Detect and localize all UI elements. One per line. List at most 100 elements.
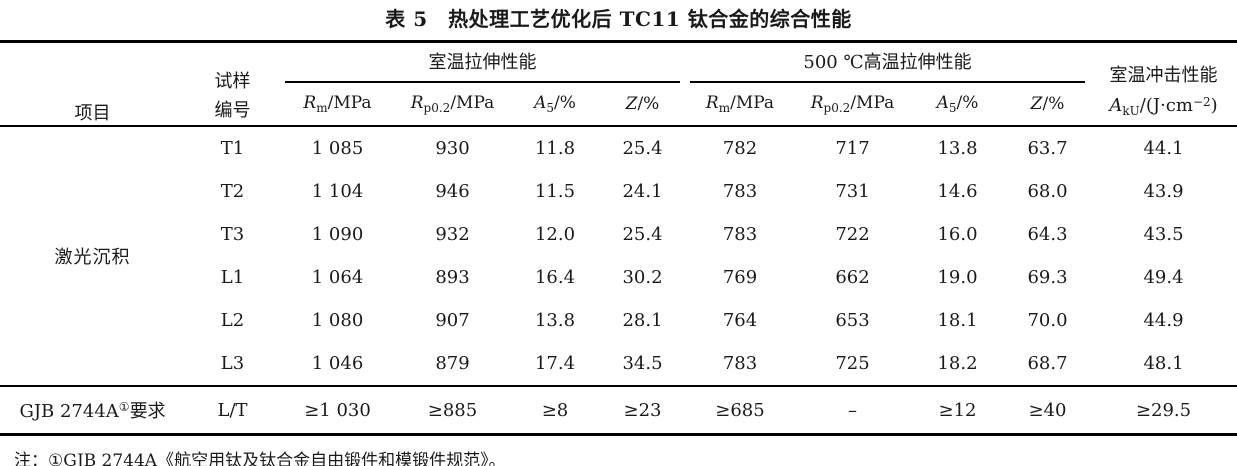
sample-id-cell: L3 [220,353,245,374]
value-cell: ≥29.5 [1090,385,1237,436]
value-cell: 930 [435,138,470,159]
value-cell: 783 [722,353,758,374]
value-cell: 44.1 [1143,138,1184,159]
value-cell: 932 [435,224,470,245]
value-cell: ≥885 [395,385,510,436]
sample-id-cell: L/T [185,385,280,436]
value-cell: 1 080 [311,310,364,331]
value-cell: ≥12 [910,385,1005,436]
value-cell: ≥23 [600,385,685,436]
header-item: 项目 [0,41,185,127]
value-cell: 893 [435,267,470,288]
sample-id-cell: T2 [220,181,245,202]
value-cell: 43.9 [1143,181,1184,202]
table-header: 项目 试样编号 室温拉伸性能 500 ℃高温拉伸性能 室温冲击性能 AkU/(J… [0,41,1237,127]
value-cell: 68.0 [1027,181,1068,202]
header-sample-line2: 编号 [214,100,251,121]
value-cell: 30.2 [622,267,663,288]
value-cell: 1 064 [311,267,364,288]
header-impact-label: 室温冲击性能 [1109,65,1218,86]
value-cell: 43.5 [1143,224,1184,245]
header-sample-id: 试样 编号 [185,41,280,127]
value-cell: 879 [435,353,470,374]
value-cell: 653 [835,310,870,331]
value-cell: 1 085 [311,138,364,159]
requirement-row: GJB 2744A①要求 L/T ≥1 030 ≥885 ≥8 ≥23 ≥685… [0,385,1237,436]
value-cell: 24.1 [622,181,663,202]
value-cell: 69.3 [1027,267,1068,288]
sample-id-cell: T3 [220,224,245,245]
sample-id-cell: L1 [220,267,245,288]
value-cell: ≥40 [1005,385,1091,436]
subheader-rm-ht: Rm/MPa [685,83,795,127]
value-cell: 13.8 [937,138,978,159]
value-cell: 16.4 [534,267,576,288]
value-cell: 725 [835,353,870,374]
header-impact: 室温冲击性能 AkU/(J·cm−2) [1090,41,1237,127]
subheader-a5-rt: A5/% [510,83,600,127]
value-cell: 68.7 [1027,353,1068,374]
value-cell: 11.8 [534,138,576,159]
value-cell: 13.8 [534,310,576,331]
table-row-t3: T3 1 090 932 12.0 25.4 783 722 16.0 64.3… [0,213,1237,256]
table-title: 表 5 热处理工艺优化后 TC11 钛合金的综合性能 [385,7,852,31]
subheader-rp02-ht: Rp0.2/MPa [795,83,910,127]
value-cell: 662 [835,267,870,288]
value-cell: 1 090 [311,224,364,245]
table-row-t2: T2 1 104 946 11.5 24.1 783 731 14.6 68.0… [0,170,1237,213]
value-cell: 782 [722,138,758,159]
impact-symbol: AkU/(J·cm−2) [1109,95,1218,118]
header-group-room-temp-tensile: 室温拉伸性能 [280,42,685,83]
value-cell: 11.5 [534,181,576,202]
properties-table: 项目 试样编号 室温拉伸性能 500 ℃高温拉伸性能 室温冲击性能 AkU/(J… [0,40,1237,436]
value-cell: 16.0 [937,224,978,245]
header-sample-line1: 试样 [214,71,251,92]
header-group-high-temp-tensile: 500 ℃高温拉伸性能 [685,42,1090,83]
value-cell: 769 [722,267,758,288]
value-cell: ≥8 [510,385,600,436]
header-row-subcolumns: Rm/MPa Rp0.2/MPa A5/% Z/% Rm/MPa Rp0.2/M… [0,83,1237,127]
table-body: 激光沉积 T1 1 085 930 11.8 25.4 782 717 13.8… [0,126,1237,436]
value-cell: 63.7 [1027,138,1068,159]
value-cell: 48.1 [1143,353,1184,374]
value-cell: 731 [835,181,870,202]
value-cell: 70.0 [1027,310,1068,331]
subheader-z-ht: Z/% [1005,83,1091,127]
value-cell: 18.2 [937,353,978,374]
value-cell: 17.4 [534,353,576,374]
header-row-groups: 项目 试样编号 室温拉伸性能 500 ℃高温拉伸性能 室温冲击性能 AkU/(J… [0,41,1237,127]
value-cell: 25.4 [622,138,663,159]
value-cell: 18.1 [937,310,978,331]
value-cell: 49.4 [1143,267,1184,288]
value-cell: 764 [722,310,758,331]
subheader-a5-ht: A5/% [910,83,1005,127]
table-row-l1: L1 1 064 893 16.4 30.2 769 662 19.0 69.3… [0,256,1237,299]
value-cell: 28.1 [622,310,663,331]
value-cell: 1 104 [311,181,364,202]
value-cell: 19.0 [937,267,978,288]
value-cell: 946 [435,181,470,202]
value-cell: 783 [722,224,758,245]
value-cell: 14.6 [937,181,978,202]
footnote-marker: ① [118,400,130,414]
value-cell: 44.9 [1143,310,1184,331]
value-cell: ≥685 [685,385,795,436]
sample-id-cell: L2 [220,310,245,331]
requirement-label: GJB 2744A①要求 [0,385,185,436]
value-cell: 34.5 [622,353,663,374]
value-cell: 783 [722,181,758,202]
value-cell: 25.4 [622,224,663,245]
value-cell: 722 [835,224,870,245]
value-cell: 907 [435,310,470,331]
sample-id-cell: T1 [220,138,245,159]
subheader-z-rt: Z/% [600,83,685,127]
value-cell: 1 046 [311,353,364,374]
value-cell: 64.3 [1027,224,1068,245]
item-group-label: 激光沉积 [54,247,131,268]
value-cell: 12.0 [534,224,576,245]
value-cell: ≥1 030 [280,385,395,436]
value-cell: – [795,385,910,436]
subheader-rp02-rt: Rp0.2/MPa [395,83,510,127]
table-row-l2: L2 1 080 907 13.8 28.1 764 653 18.1 70.0… [0,299,1237,342]
